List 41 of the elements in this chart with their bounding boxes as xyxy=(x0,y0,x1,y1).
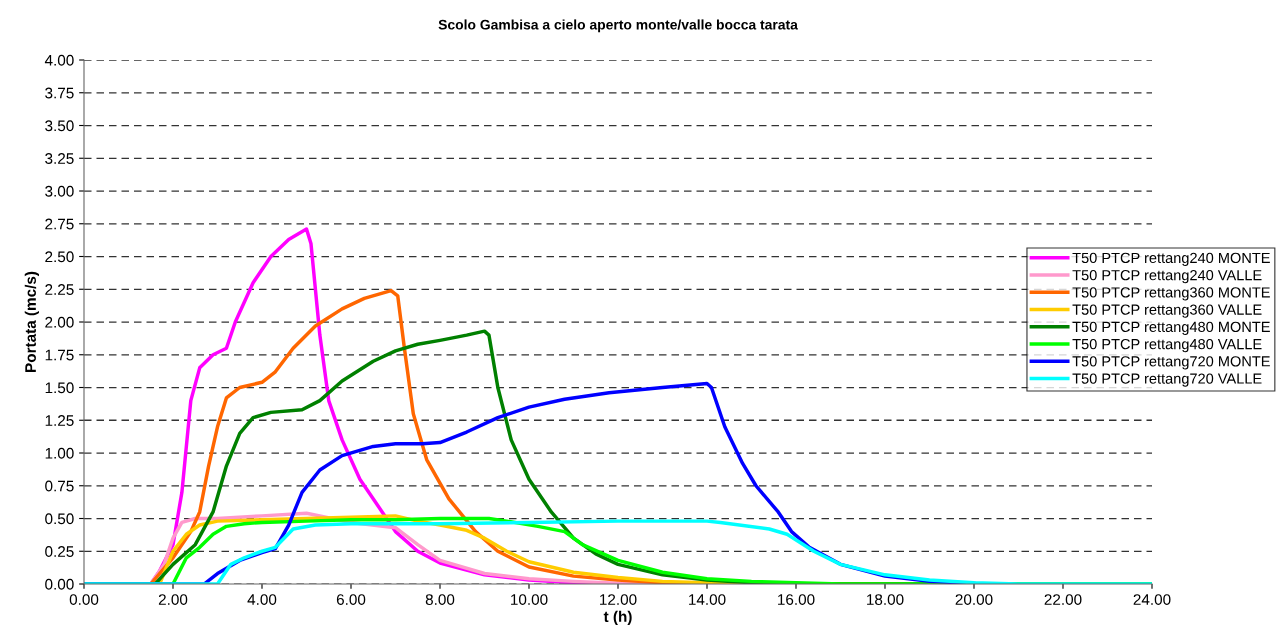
legend-label: T50 PTCP rettang360 MONTE xyxy=(1072,287,1270,301)
x-axis-title: t (h) xyxy=(603,610,632,625)
x-tick-label: 6.00 xyxy=(336,594,366,605)
x-tick-label: 8.00 xyxy=(425,594,455,605)
x-tick-label: 2.00 xyxy=(158,594,188,605)
x-tick-label: 22.00 xyxy=(1044,594,1082,605)
y-tick-label: 2.75 xyxy=(45,218,74,230)
x-tick-label: 24.00 xyxy=(1133,594,1171,605)
y-tick-label: 3.25 xyxy=(45,153,74,164)
y-tick-label: 1.75 xyxy=(45,349,74,361)
y-tick-label: 0.25 xyxy=(45,546,74,557)
y-tick-label: 0.50 xyxy=(45,513,74,525)
y-tick-label: 4.00 xyxy=(44,54,74,66)
y-tick-label: 3.75 xyxy=(45,87,74,99)
y-tick-label: 0.75 xyxy=(45,480,74,492)
y-tick-label: 0.00 xyxy=(45,578,74,590)
y-tick-label: 2.50 xyxy=(45,251,74,263)
legend-label: T50 PTCP rettang480 MONTE xyxy=(1072,321,1270,335)
legend-label: T50 PTCP rettang720 MONTE xyxy=(1072,356,1270,370)
x-tick-label: 12.00 xyxy=(600,594,637,605)
x-tick-label: 4.00 xyxy=(247,594,277,605)
y-tick-label: 1.00 xyxy=(45,447,74,459)
legend-label: T50 PTCP rettang240 VALLE xyxy=(1072,269,1262,284)
legend-label: T50 PTCP rettang480 VALLE xyxy=(1072,338,1262,353)
y-tick-label: 1.25 xyxy=(45,415,74,426)
y-tick-label: 1.50 xyxy=(45,382,74,394)
y-tick-label: 2.25 xyxy=(45,284,74,295)
x-tick-label: 20.00 xyxy=(955,594,993,605)
legend-label: T50 PTCP rettang720 VALLE xyxy=(1072,373,1262,387)
x-tick-label: 18.00 xyxy=(867,594,904,605)
x-tick-label: 0.00 xyxy=(69,594,99,605)
x-tick-label: 14.00 xyxy=(689,594,726,605)
legend-label: T50 PTCP rettang360 VALLE xyxy=(1072,304,1262,318)
x-tick-label: 10.00 xyxy=(511,594,548,605)
y-tick-label: 3.50 xyxy=(45,120,74,132)
x-tick-label: 16.00 xyxy=(778,594,815,605)
chart-title: Scolo Gambisa a cielo aperto monte/valle bocca tarata xyxy=(438,19,798,33)
y-tick-label: 2.00 xyxy=(45,316,74,328)
legend-label: T50 PTCP rettang240 MONTE xyxy=(1072,252,1270,266)
y-axis-title: Portata (mc/s) xyxy=(24,271,39,372)
y-tick-label: 3.00 xyxy=(45,185,74,197)
